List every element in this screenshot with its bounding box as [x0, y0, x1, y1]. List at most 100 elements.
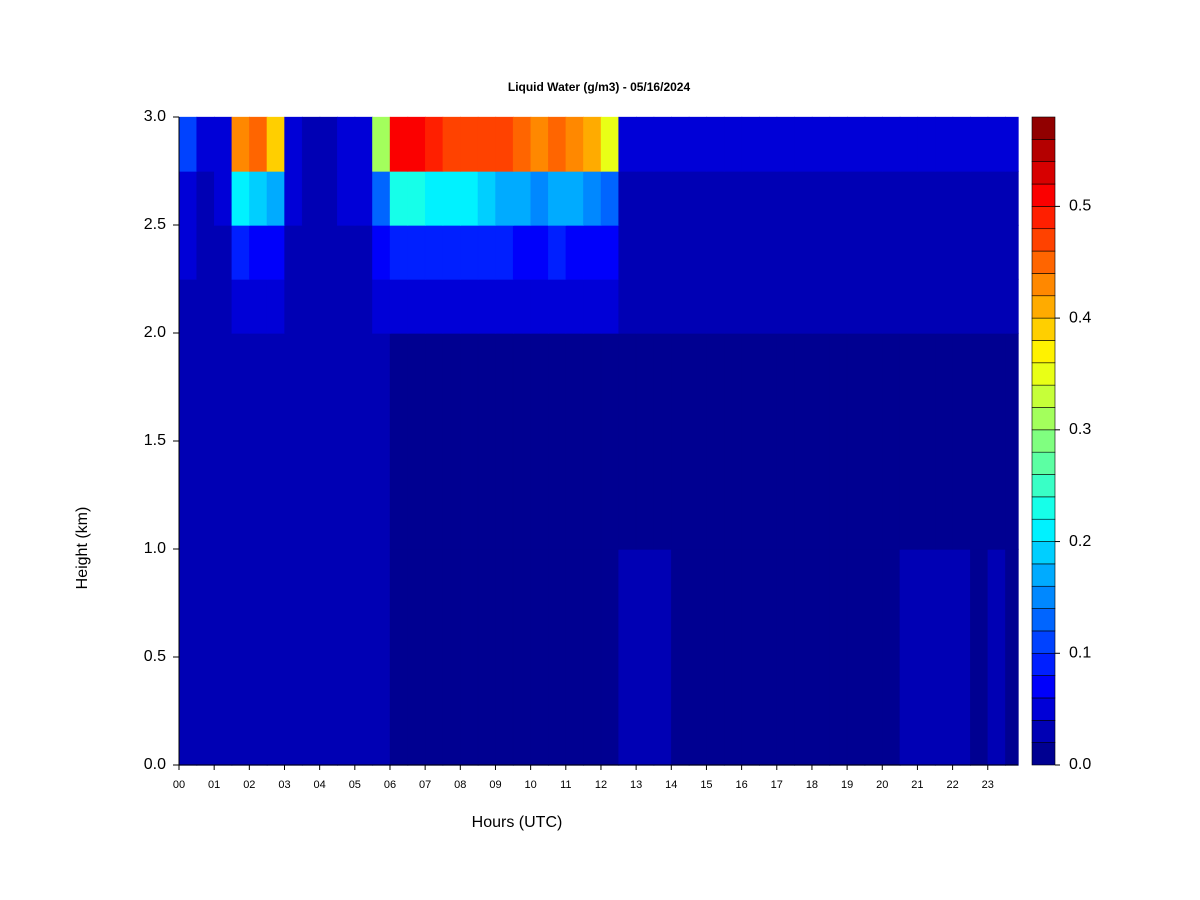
heatmap-cell [653, 116, 672, 172]
heatmap-cell [952, 116, 971, 172]
heatmap-cell [917, 278, 936, 334]
heatmap-cell [600, 332, 620, 550]
colorbar-band [1031, 608, 1056, 632]
colorbar-band [1031, 429, 1056, 453]
heatmap-cell [811, 332, 831, 550]
y-axis-label: Height (km) [74, 507, 91, 590]
heatmap-cell [565, 278, 585, 334]
heatmap-cell [600, 224, 620, 280]
heatmap-cell [495, 224, 514, 280]
heatmap-cell [794, 224, 813, 280]
heatmap-cell [512, 332, 532, 550]
heatmap-cell [794, 332, 813, 550]
heatmap-cell [934, 332, 954, 550]
heatmap-cell [846, 170, 866, 226]
heatmap-cell [1005, 170, 1019, 226]
heatmap-cell [741, 332, 760, 550]
heatmap-cell [548, 332, 567, 550]
heatmap-cell [882, 548, 901, 766]
heatmap-cell [600, 116, 620, 172]
heatmap-cell [688, 548, 708, 766]
heatmap-cell [987, 224, 1006, 280]
heatmap-cell [934, 116, 954, 172]
heatmap-cell [249, 332, 268, 550]
heatmap-cell [864, 278, 883, 334]
heatmap-cell [917, 170, 936, 226]
heatmap-cell [460, 116, 479, 172]
heatmap-cell [653, 170, 672, 226]
heatmap-cell [811, 548, 831, 766]
heatmap-cell [653, 278, 672, 334]
colorbar-band [1031, 652, 1056, 676]
heatmap-cell [565, 224, 585, 280]
heatmap-cell [970, 116, 989, 172]
heatmap-cell [214, 116, 233, 172]
heatmap-cell [319, 548, 338, 766]
heatmap-cell [512, 224, 532, 280]
heatmap-cell [846, 116, 866, 172]
heatmap-cell [653, 548, 672, 766]
colorbar-tick-label: 0.5 [1069, 198, 1091, 215]
heatmap-cell [759, 332, 778, 550]
heatmap-cell [372, 224, 391, 280]
heatmap-cell [794, 116, 813, 172]
heatmap-cell [706, 332, 725, 550]
heatmap-cell [829, 278, 848, 334]
heatmap-cell [917, 224, 936, 280]
heatmap-cell [583, 278, 602, 334]
heatmap-cell [354, 116, 374, 172]
colorbar-tick-label: 0.4 [1069, 309, 1091, 326]
x-tick-label: 17 [771, 779, 783, 791]
x-axis-label: Hours (UTC) [472, 814, 563, 831]
heatmap-cell [477, 332, 497, 550]
heatmap-cell [671, 332, 690, 550]
heatmap-cell [442, 332, 461, 550]
heatmap-cell [354, 278, 374, 334]
colorbar-band [1031, 697, 1056, 721]
heatmap-cell [759, 116, 778, 172]
heatmap-cell [1005, 278, 1019, 334]
heatmap-cell [829, 116, 848, 172]
x-tick-label: 14 [665, 779, 677, 791]
heatmap-cell [301, 170, 321, 226]
heatmap-cell [706, 116, 725, 172]
heatmap-cell [899, 170, 919, 226]
heatmap-cell [301, 224, 321, 280]
heatmap-cell [196, 332, 215, 550]
heatmap-cell [635, 332, 655, 550]
heatmap-cell [759, 548, 778, 766]
heatmap-cell [495, 278, 514, 334]
heatmap-cell [776, 548, 796, 766]
heatmap-cell [741, 116, 760, 172]
colorbar-band [1031, 384, 1056, 408]
heatmap-cell [741, 224, 760, 280]
heatmap-cell [934, 548, 954, 766]
heatmap-cell [618, 170, 637, 226]
heatmap-cell [407, 224, 426, 280]
colorbar-band [1031, 474, 1056, 498]
heatmap-cell [442, 548, 461, 766]
heatmap-cell [934, 170, 954, 226]
heatmap-cell [600, 278, 620, 334]
heatmap-cell [548, 116, 567, 172]
heatmap-cell [952, 224, 971, 280]
heatmap-cell [231, 224, 250, 280]
heatmap-cell [495, 548, 514, 766]
heatmap-cell [249, 224, 268, 280]
heatmap-cell [284, 278, 303, 334]
heatmap-cell [424, 548, 444, 766]
heatmap-cell [671, 116, 690, 172]
heatmap-cell [196, 548, 215, 766]
heatmap-cell [846, 332, 866, 550]
heatmap-cell [407, 332, 426, 550]
heatmap-cell [354, 548, 374, 766]
heatmap-cell [917, 116, 936, 172]
heatmap-cell [583, 224, 602, 280]
heatmap-cell [354, 224, 374, 280]
heatmap-cell [407, 170, 426, 226]
heatmap-cell [460, 224, 479, 280]
heatmap-cell [723, 224, 743, 280]
heatmap-cell [776, 332, 796, 550]
